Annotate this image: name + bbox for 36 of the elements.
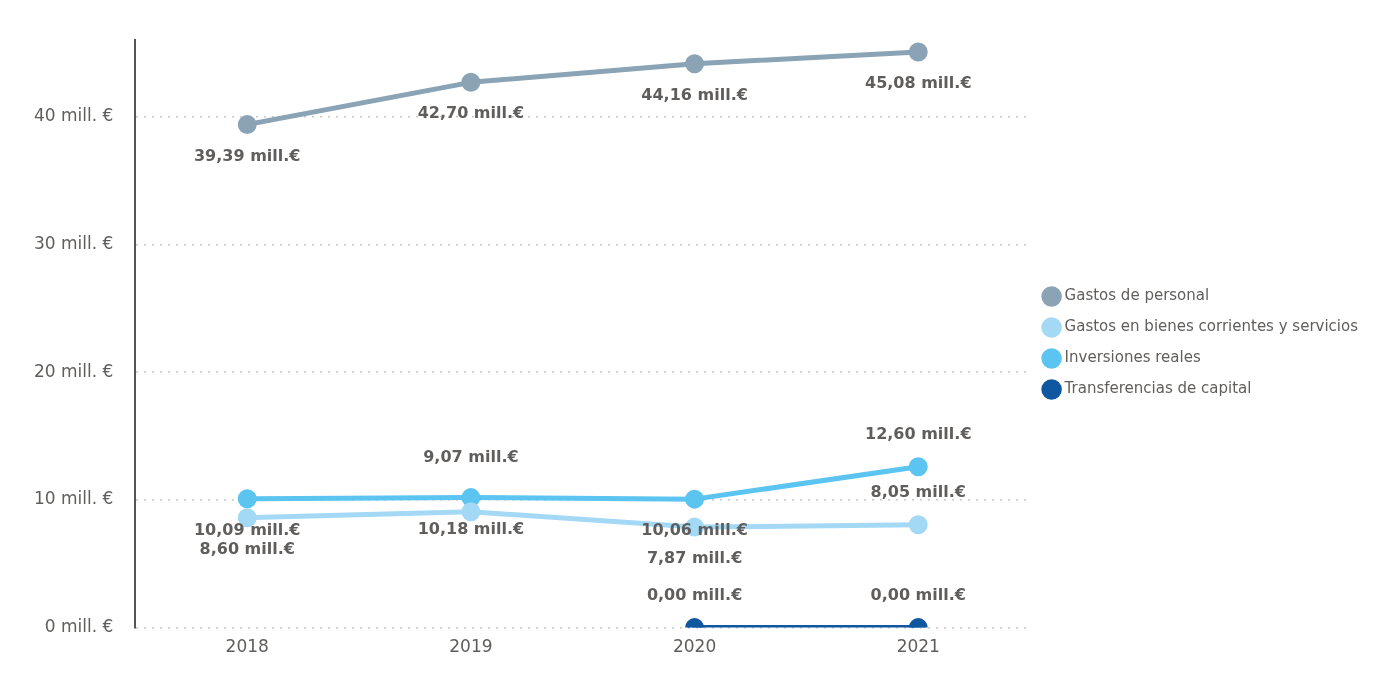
y-tick-label: 0 mill. € [44,616,114,637]
point [685,54,705,74]
y-tick-label: 20 mill. € [34,360,114,381]
legend-label: Inversiones reales [1064,348,1201,367]
point [237,115,257,135]
x-tick-label: 2021 [896,636,940,657]
point [461,72,481,92]
point [237,489,257,509]
y-tick-label: 30 mill. € [34,232,114,253]
y-tick-label: 10 mill. € [34,488,114,509]
point [461,502,481,522]
data-label: 39,39 mill.€ [193,145,301,165]
data-label: 10,09 mill.€ [193,519,301,539]
point [908,515,928,535]
x-tick-label: 2020 [672,636,717,657]
y-tick-label: 40 mill. € [34,105,114,126]
data-label: 10,18 mill.€ [417,518,525,538]
data-label: 0,00 mill.€ [870,584,966,604]
data-label: 12,60 mill.€ [865,423,972,443]
data-label: 44,16 mill.€ [641,84,748,104]
legend-label: Gastos de personal [1064,286,1210,305]
legend-label: Gastos en bienes corrientes y servicios [1064,317,1359,336]
x-tick-label: 2018 [225,636,269,657]
point [908,42,928,62]
data-label: 9,07 mill.€ [423,446,519,466]
data-label: 45,08 mill.€ [865,73,972,93]
data-label: 0,00 mill.€ [646,584,743,604]
legend-label: Transferencias de capital [1063,379,1252,398]
data-label: 7,87 mill.€ [646,548,743,568]
point [461,488,481,508]
data-label: 8,05 mill.€ [870,481,966,501]
x-tick-label: 2019 [449,636,493,657]
point [908,457,928,477]
point [685,489,705,509]
data-label: 42,70 mill.€ [417,103,525,123]
data-label: 8,60 mill.€ [199,538,295,558]
